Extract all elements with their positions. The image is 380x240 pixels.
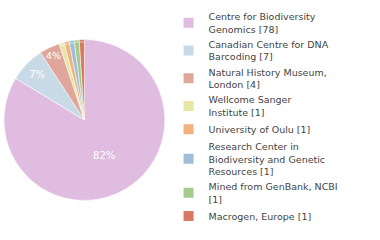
svg-text:Macrogen, Europe [1]: Macrogen, Europe [1]	[209, 211, 312, 222]
svg-text:Research Center inBiodiversity: Research Center inBiodiversity and Genet…	[209, 141, 326, 177]
svg-text:82%: 82%	[93, 150, 115, 161]
svg-text:Natural History Museum,London: Natural History Museum,London [4]	[209, 67, 327, 90]
svg-text:7%: 7%	[29, 69, 45, 80]
svg-text:1%: 1%	[65, 43, 70, 46]
svg-text:1%: 1%	[80, 41, 85, 44]
svg-text:1%: 1%	[70, 42, 75, 45]
svg-text:Centre for BiodiversityGenomic: Centre for BiodiversityGenomics [78]	[209, 11, 316, 34]
svg-text:University of Oulu [1]: University of Oulu [1]	[209, 124, 311, 135]
svg-text:1%: 1%	[60, 44, 65, 47]
svg-text:Mined from GenBank, NCBI[1]: Mined from GenBank, NCBI[1]	[209, 181, 338, 204]
svg-text:4%: 4%	[46, 50, 61, 61]
svg-text:1%: 1%	[75, 41, 80, 44]
svg-text:Canadian Centre for DNABarcodi: Canadian Centre for DNABarcoding [7]	[209, 39, 329, 62]
svg-text:Wellcome SangerInstitute [1]: Wellcome SangerInstitute [1]	[209, 94, 292, 117]
